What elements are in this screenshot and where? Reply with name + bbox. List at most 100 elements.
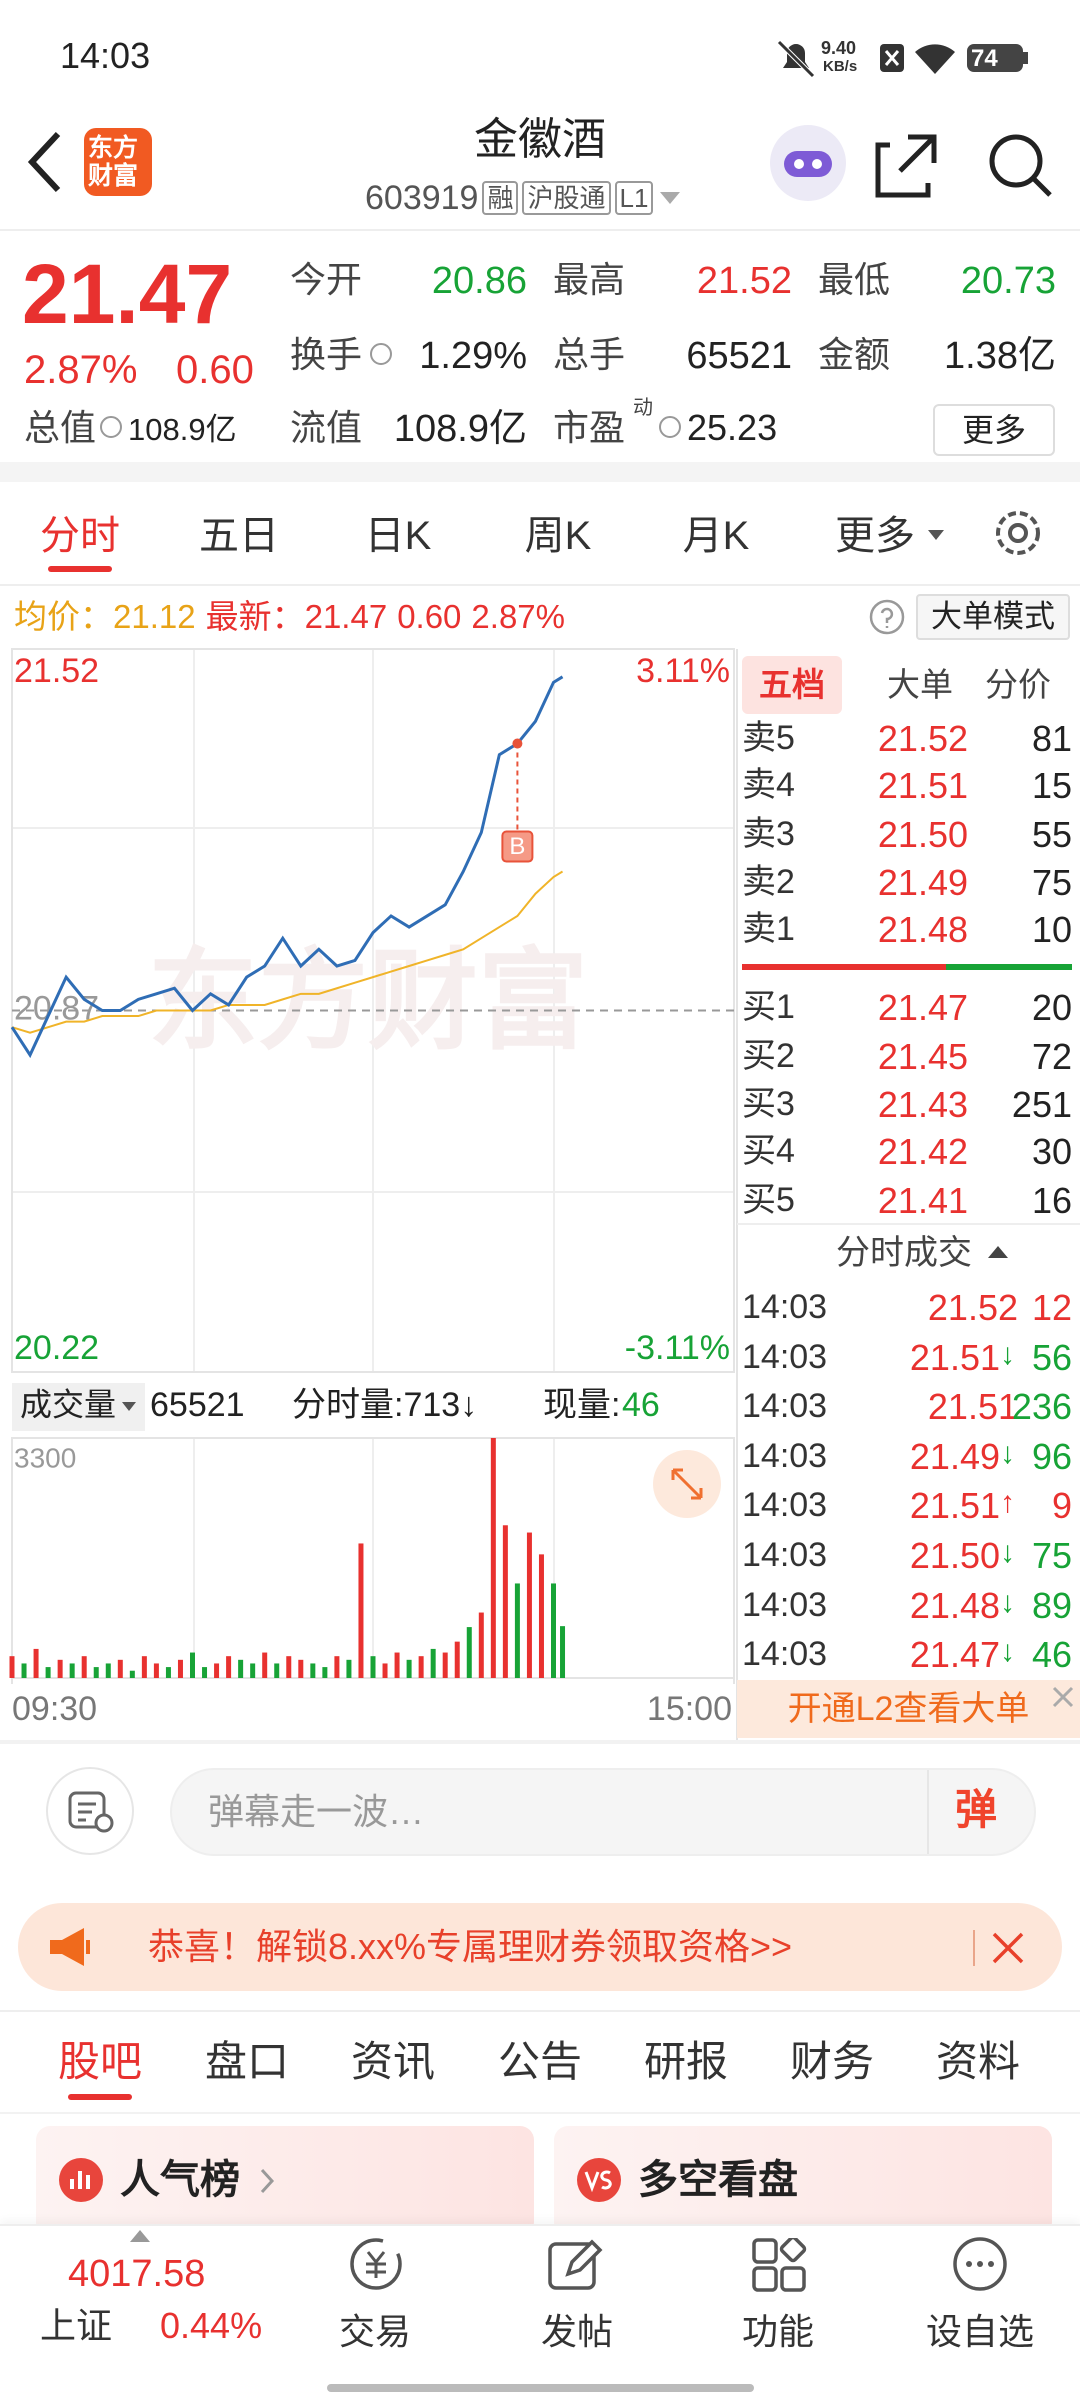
price-line <box>10 675 564 1059</box>
volume-total: 65521 <box>150 1386 245 1424</box>
book-level: 卖3 <box>742 815 795 853</box>
promo-banner[interactable] <box>18 1903 1062 1991</box>
section-tab[interactable]: 资讯 <box>350 2038 435 2085</box>
stock-tag: 融 <box>482 181 519 215</box>
dropdown <box>928 530 944 540</box>
back-button[interactable] <box>20 128 70 198</box>
section-tab[interactable]: 财务 <box>789 2038 874 2085</box>
price-line <box>11 870 564 1034</box>
close-promo[interactable] <box>990 1930 1026 1966</box>
volume-bar <box>21 1663 27 1678</box>
book-volume: 20 <box>1031 987 1072 1028</box>
nav-icon <box>752 2238 807 2292</box>
trade-price: 21.52 <box>927 1287 1018 1328</box>
trade-time: 14:03 <box>742 1387 828 1426</box>
danmaku-send[interactable]: 弹 <box>955 1786 998 1833</box>
book-tab[interactable]: 大单 <box>887 666 953 703</box>
book-volume: 10 <box>1031 909 1072 950</box>
volume-bar <box>141 1656 147 1678</box>
period-tab[interactable]: 分时 <box>40 514 120 558</box>
danmaku-toggle[interactable] <box>46 1767 134 1855</box>
card-title[interactable]: 人气榜 <box>120 2158 240 2202</box>
change: 0.60 <box>397 598 462 635</box>
status-icons <box>777 40 1028 78</box>
index-value[interactable]: 4017.58 <box>68 2253 206 2295</box>
comment-placeholder[interactable]: 弹幕走一波… <box>208 1791 425 1832</box>
nav-item[interactable]: 交易 <box>338 2311 411 2352</box>
volume-bar <box>418 1656 424 1678</box>
trade-time: 14:03 <box>742 1635 828 1674</box>
trade-time: 14:03 <box>742 1486 828 1525</box>
logo-text: 财富 <box>88 162 139 190</box>
battery-level: 74 <box>971 45 998 72</box>
stat-value: 108.9亿 <box>393 408 527 450</box>
trade-price: 21.48 <box>909 1584 1000 1626</box>
change-pct: 2.87% <box>471 598 565 635</box>
net-unit: KB/s <box>823 58 858 75</box>
card-title[interactable]: 多空看盘 <box>638 2158 798 2202</box>
book-volume: 15 <box>1031 765 1072 806</box>
period-tab[interactable]: 月K <box>682 514 750 558</box>
trade-volume: 75 <box>1031 1535 1072 1576</box>
y-tick-label: 21.52 <box>14 652 99 690</box>
help-icon[interactable] <box>868 598 906 636</box>
settings-button[interactable] <box>990 505 1046 561</box>
period-tab[interactable]: 更多 <box>835 514 915 558</box>
stat-value: 21.52 <box>696 260 792 302</box>
book-level: 买1 <box>742 988 795 1026</box>
volume-bar <box>358 1543 364 1678</box>
l2-banner[interactable]: 开通L2查看大单 <box>787 1690 1030 1728</box>
divider <box>0 1740 1080 1744</box>
nav-icon <box>548 2239 603 2290</box>
dropdown[interactable] <box>657 188 683 208</box>
stock-tag: 沪股通 <box>522 181 611 215</box>
card[interactable] <box>554 2126 1052 2236</box>
nav-item[interactable]: 功能 <box>741 2311 814 2352</box>
section-tab[interactable]: 盘口 <box>204 2038 289 2085</box>
card[interactable] <box>36 2126 534 2236</box>
volume-bar <box>346 1659 352 1678</box>
nav-item[interactable]: 设自选 <box>925 2311 1034 2352</box>
danmaku-icon <box>68 1791 114 1833</box>
up-arrow <box>130 2230 150 2242</box>
volume-bar <box>202 1667 208 1678</box>
index-name[interactable]: 上证 <box>40 2305 113 2346</box>
period-tab[interactable]: 日K <box>364 514 432 558</box>
volume-bar <box>226 1656 232 1678</box>
period-tab[interactable]: 周K <box>524 514 592 558</box>
stock-code-line: 603919 融沪股通 L1 <box>365 178 683 218</box>
comment-input[interactable] <box>170 1768 1036 1856</box>
trade-price: 21.51 <box>909 1485 1000 1527</box>
nav-item[interactable]: 发帖 <box>540 2311 613 2352</box>
book-price: 21.49 <box>877 862 968 903</box>
l2-banner-bg[interactable] <box>737 1680 1080 1738</box>
section-tab[interactable]: 资料 <box>935 2038 1020 2085</box>
x-tick-label: 09:30 <box>12 1690 97 1728</box>
watermark: 东方财富 <box>148 940 588 1063</box>
book-tab[interactable]: 分价 <box>985 666 1051 703</box>
search-button[interactable] <box>989 134 1043 188</box>
share-button[interactable] <box>875 134 937 198</box>
close-l2[interactable] <box>1048 1682 1078 1712</box>
trade-arrow: ↑ <box>1000 1486 1015 1520</box>
section-tab[interactable]: 股吧 <box>57 2038 142 2085</box>
avg-value: 21.12 <box>113 598 196 635</box>
period-tab[interactable]: 五日 <box>199 514 279 558</box>
book-tab[interactable]: 五档 <box>759 666 825 703</box>
big-order-mode-button[interactable]: 大单模式 <box>916 594 1070 640</box>
stat-label: 最高 <box>553 259 626 300</box>
stock-code: 603919 <box>365 179 479 217</box>
section-tab[interactable]: 公告 <box>497 2038 582 2085</box>
volume-bar <box>9 1656 15 1678</box>
stat-value: 1.38亿 <box>944 335 1056 377</box>
book-price: 21.45 <box>877 1036 968 1077</box>
volume-selector[interactable] <box>12 1383 145 1431</box>
book-level: 卖2 <box>742 863 795 901</box>
info-icon <box>100 416 122 438</box>
more-button[interactable]: 更多 <box>933 404 1055 456</box>
index-change[interactable]: 0.44% <box>160 2305 263 2346</box>
book-level: 买4 <box>742 1132 795 1170</box>
book-volume: 16 <box>1031 1180 1072 1221</box>
section-tab[interactable]: 研报 <box>643 2038 728 2085</box>
promo-text[interactable]: 恭喜！解锁8.xx%专属理财券领取资格>> <box>148 1926 793 1967</box>
